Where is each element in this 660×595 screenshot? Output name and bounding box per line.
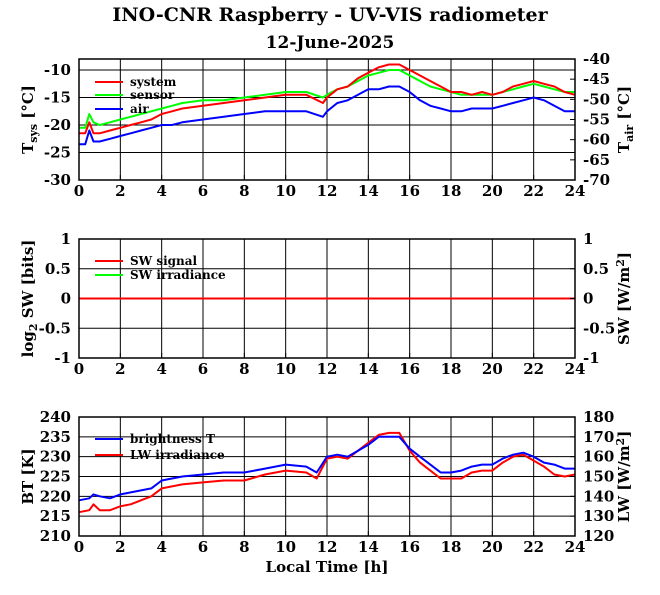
y-tick-label-left: 0 xyxy=(61,290,71,308)
y-tick-label-left: 240 xyxy=(40,408,71,426)
figure-title: INO-CNR Raspberry - UV-VIS radiometer xyxy=(112,4,548,26)
y-tick-label-left: -30 xyxy=(44,171,71,189)
y-tick-label-left: 225 xyxy=(40,468,71,486)
series-line-brightness-t xyxy=(78,435,575,502)
figure-subtitle: 12-June-2025 xyxy=(266,33,395,53)
legend-label: SW irradiance xyxy=(130,268,226,282)
legend-label: sensor xyxy=(130,88,175,102)
x-tick-label: 20 xyxy=(482,538,503,556)
y-tick-label-right: 140 xyxy=(583,487,614,505)
x-tick-label: 8 xyxy=(239,360,249,378)
y-tick-label-right: -60 xyxy=(583,131,610,149)
y-tick-label-right: -0.5 xyxy=(583,319,615,337)
legend-label: brightness T xyxy=(130,432,215,446)
x-tick-label: 0 xyxy=(74,182,84,200)
y-tick-label-right: 1 xyxy=(583,230,593,248)
x-tick-label: 22 xyxy=(523,360,544,378)
x-tick-label: 16 xyxy=(399,538,420,556)
x-tick-label: 12 xyxy=(317,360,338,378)
y-tick-label-left: -20 xyxy=(44,116,71,134)
x-tick-label: 14 xyxy=(358,538,379,556)
x-tick-label: 4 xyxy=(156,182,166,200)
x-tick-label: 16 xyxy=(399,360,420,378)
chart-panel-3: 0 2 4 6 8 10 12 14 16 18 20 22 242402352302252202152… xyxy=(19,408,633,576)
y-tick-label-right: 130 xyxy=(583,507,614,525)
chart-panel-1: 0 2 4 6 8 10 12 14 16 18 20 22 24-10-15-20-25-30-40-… xyxy=(19,50,636,200)
x-tick-label: 18 xyxy=(441,538,462,556)
y-tick-label-right: -1 xyxy=(583,349,600,367)
x-tick-label: 12 xyxy=(317,538,338,556)
x-tick-label: 18 xyxy=(441,360,462,378)
series-line-system xyxy=(79,63,576,135)
x-tick-label: 4 xyxy=(156,538,166,556)
y-tick-label-right: -65 xyxy=(583,151,610,169)
y-tick-label-right: 150 xyxy=(583,468,614,486)
x-tick-label: 22 xyxy=(523,182,544,200)
x-tick-label: 18 xyxy=(441,182,462,200)
y-tick-label-left: 235 xyxy=(40,428,71,446)
legend-label: SW signal xyxy=(130,254,198,268)
y-tick-label-left: 210 xyxy=(40,527,71,545)
y-tick-label-right: 180 xyxy=(583,408,614,426)
y-axis-label-left: Tsys [°C] xyxy=(19,85,40,154)
y-tick-label-right: 160 xyxy=(583,448,614,466)
x-tick-label: 6 xyxy=(198,538,208,556)
x-tick-label: 24 xyxy=(565,360,586,378)
y-tick-label-right: -50 xyxy=(583,90,610,108)
y-tick-label-left: -10 xyxy=(44,61,71,79)
x-tick-label: 14 xyxy=(358,360,379,378)
y-axis-label-left: log2 SW [bits] xyxy=(19,240,40,358)
y-tick-label-right: -55 xyxy=(583,111,610,129)
y-tick-label-right: -40 xyxy=(583,50,610,68)
x-tick-label: 6 xyxy=(198,182,208,200)
x-tick-label: 22 xyxy=(523,538,544,556)
y-tick-label-left: -1 xyxy=(54,349,71,367)
y-tick-label-left: 230 xyxy=(40,448,71,466)
x-axis-label: Local Time [h] xyxy=(266,558,389,576)
x-tick-label: 24 xyxy=(565,182,586,200)
x-tick-label: 2 xyxy=(115,538,125,556)
y-tick-label-left: 215 xyxy=(40,507,71,525)
chart-panel-2: 0 2 4 6 8 10 12 14 16 18 20 22 2410.50-0.5-110.50-0.… xyxy=(19,230,633,378)
x-tick-label: 2 xyxy=(115,360,125,378)
y-tick-label-left: 0.5 xyxy=(45,260,71,278)
y-tick-label-right: 170 xyxy=(583,428,614,446)
x-tick-label: 12 xyxy=(317,182,338,200)
y-tick-label-right: -70 xyxy=(583,171,610,189)
x-tick-label: 0 xyxy=(74,538,84,556)
y-tick-label-right: 0 xyxy=(583,290,593,308)
x-tick-label: 20 xyxy=(482,360,503,378)
legend-label: LW irradiance xyxy=(130,448,225,462)
y-tick-label-left: 220 xyxy=(40,487,71,505)
x-tick-label: 10 xyxy=(275,538,296,556)
y-tick-label-right: 120 xyxy=(583,527,614,545)
legend-label: air xyxy=(130,102,149,116)
x-tick-label: 10 xyxy=(275,360,296,378)
x-tick-label: 0 xyxy=(74,360,84,378)
y-axis-label-right: LW [W/m2] xyxy=(614,431,633,523)
x-tick-label: 2 xyxy=(115,182,125,200)
y-tick-label-left: -25 xyxy=(44,144,71,162)
x-tick-label: 6 xyxy=(198,360,208,378)
y-axis-label-right: SW [W/m2] xyxy=(614,252,633,345)
legend-label: system xyxy=(130,75,177,89)
y-tick-label-left: -0.5 xyxy=(39,319,71,337)
x-tick-label: 8 xyxy=(239,182,249,200)
x-tick-label: 10 xyxy=(275,182,296,200)
y-tick-label-left: 1 xyxy=(61,230,71,248)
y-tick-label-left: -15 xyxy=(44,89,71,107)
y-axis-label-right: Tair [°C] xyxy=(615,86,636,153)
x-tick-label: 20 xyxy=(482,182,503,200)
x-tick-label: 8 xyxy=(239,538,249,556)
y-tick-label-right: 0.5 xyxy=(583,260,609,278)
x-tick-label: 24 xyxy=(565,538,586,556)
y-tick-label-right: -45 xyxy=(583,70,610,88)
x-tick-label: 4 xyxy=(156,360,166,378)
series-line-air xyxy=(79,85,575,146)
y-axis-label-left: BT [K] xyxy=(19,448,37,504)
x-tick-label: 14 xyxy=(358,182,379,200)
x-tick-label: 16 xyxy=(399,182,420,200)
